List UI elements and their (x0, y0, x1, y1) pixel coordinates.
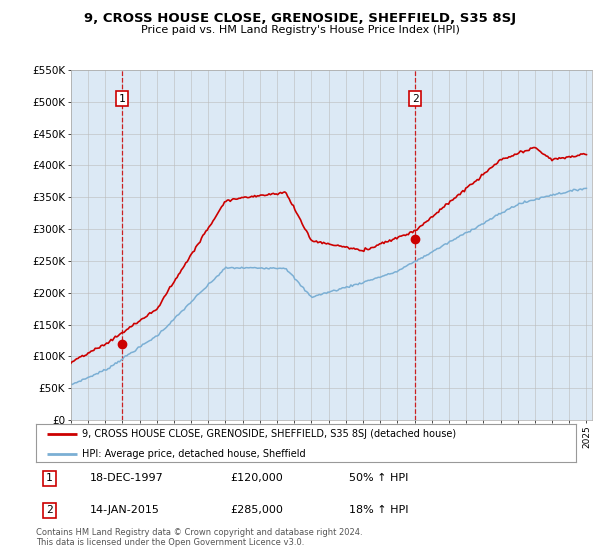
Text: £120,000: £120,000 (230, 473, 283, 483)
Text: 9, CROSS HOUSE CLOSE, GRENOSIDE, SHEFFIELD, S35 8SJ (detached house): 9, CROSS HOUSE CLOSE, GRENOSIDE, SHEFFIE… (82, 429, 456, 439)
Text: 14-JAN-2015: 14-JAN-2015 (90, 506, 160, 516)
Text: £285,000: £285,000 (230, 506, 283, 516)
Text: 1: 1 (46, 473, 53, 483)
Text: 9, CROSS HOUSE CLOSE, GRENOSIDE, SHEFFIELD, S35 8SJ: 9, CROSS HOUSE CLOSE, GRENOSIDE, SHEFFIE… (84, 12, 516, 25)
Text: 2: 2 (46, 506, 53, 516)
Text: HPI: Average price, detached house, Sheffield: HPI: Average price, detached house, Shef… (82, 449, 305, 459)
Text: Price paid vs. HM Land Registry's House Price Index (HPI): Price paid vs. HM Land Registry's House … (140, 25, 460, 35)
Text: 18% ↑ HPI: 18% ↑ HPI (349, 506, 409, 516)
Text: 2: 2 (412, 94, 419, 104)
Text: 50% ↑ HPI: 50% ↑ HPI (349, 473, 409, 483)
Text: Contains HM Land Registry data © Crown copyright and database right 2024.
This d: Contains HM Land Registry data © Crown c… (36, 528, 362, 547)
Text: 1: 1 (118, 94, 125, 104)
Text: 18-DEC-1997: 18-DEC-1997 (90, 473, 164, 483)
